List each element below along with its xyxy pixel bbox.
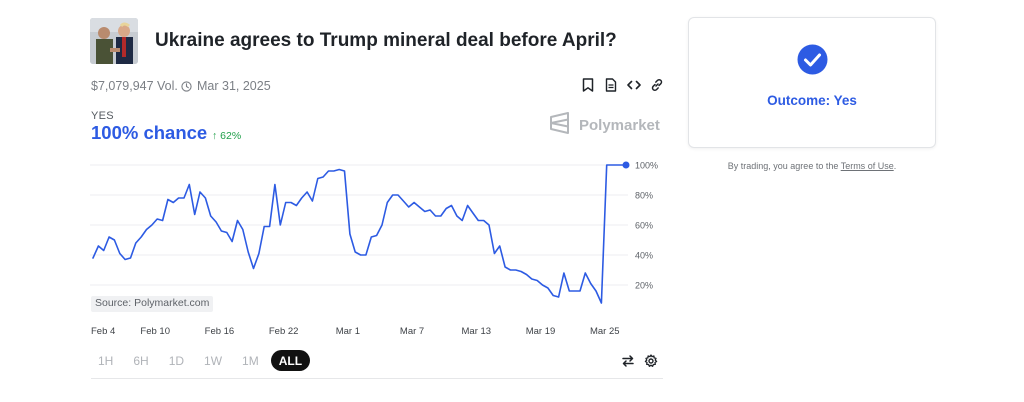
polymarket-watermark: Polymarket [549,112,660,138]
x-tick-label: Mar 7 [400,326,424,337]
chart-current-point [622,161,630,169]
range-all[interactable]: ALL [270,350,311,371]
range-1h[interactable]: 1H [98,353,114,368]
link-icon[interactable] [649,77,664,93]
y-tick-label: 80% [635,191,653,201]
clock-icon [181,80,192,92]
range-6h[interactable]: 6H [133,353,149,368]
arrow-up-icon: ↑ [212,130,218,142]
range-1w[interactable]: 1W [204,353,223,368]
x-tick-label: Mar 1 [336,326,360,337]
y-tick-label: 60% [635,221,653,231]
range-1d[interactable]: 1D [168,353,185,368]
terms-prefix: By trading, you agree to the [727,161,841,171]
market-actions [580,77,664,93]
market-end-date: Mar 31, 2025 [181,79,271,93]
y-tick-label: 100% [635,161,658,171]
market-title: Ukraine agrees to Trump mineral deal bef… [155,30,617,51]
x-tick-label: Feb 22 [269,326,299,337]
outcome-card: Outcome: Yes [688,17,936,148]
divider [91,378,663,379]
time-range-selector: 1H 6H 1D 1W 1M ALL [90,350,311,371]
chance-delta-value: 62% [220,130,242,142]
y-tick-label: 20% [635,281,653,291]
terms-suffix: . [893,161,897,171]
terms-notice: By trading, you agree to the Terms of Us… [688,161,936,171]
market-volume: $7,079,947 Vol. [91,79,178,93]
gear-icon[interactable] [643,353,658,368]
x-tick-label: Feb 10 [140,326,170,337]
x-tick-label: Mar 19 [526,326,556,337]
x-tick-label: Mar 25 [590,326,620,337]
chance-value: 100% chance [91,122,208,143]
x-tick-label: Mar 13 [462,326,492,337]
check-circle-icon [797,44,828,75]
polymarket-brand-name: Polymarket [579,116,660,134]
chart-series-line [92,164,627,304]
x-tick-label: Feb 16 [205,326,235,337]
bookmark-icon[interactable] [580,77,595,93]
swap-icon[interactable] [620,353,635,368]
polymarket-logo-icon [549,112,571,138]
y-tick-label: 40% [635,251,653,261]
outcome-label: YES [91,110,114,122]
range-1m[interactable]: 1M [242,353,259,368]
chart-source: Source: Polymarket.com [91,296,214,312]
x-tick-label: Feb 4 [91,326,115,337]
end-date-text: Mar 31, 2025 [197,79,271,93]
outcome-result: Outcome: Yes [767,93,857,108]
market-thumbnail [90,18,138,64]
terms-of-use-link[interactable]: Terms of Use [840,161,894,171]
embed-icon[interactable] [626,77,641,93]
chance-delta: ↑ 62% [212,130,241,142]
document-icon[interactable] [603,77,618,93]
